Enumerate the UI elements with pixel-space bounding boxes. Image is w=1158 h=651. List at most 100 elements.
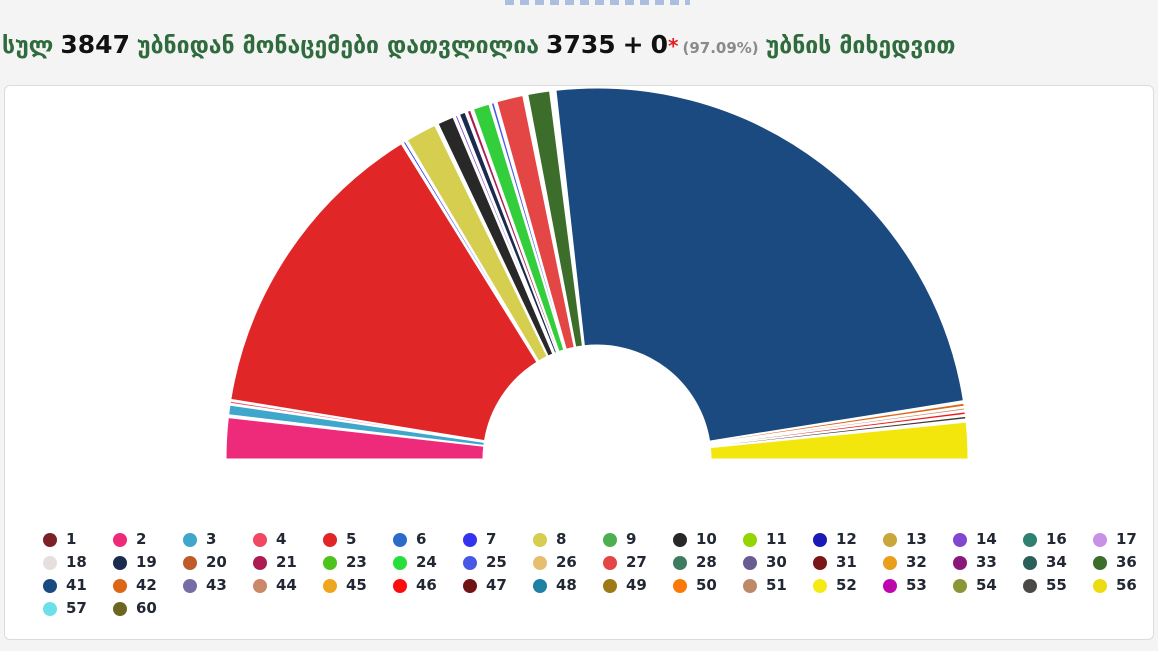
legend-item-5: 5 (323, 532, 393, 547)
legend-number: 52 (836, 576, 857, 594)
legend-number: 30 (766, 553, 787, 571)
legend-color-dot-26 (533, 555, 547, 570)
legend-item-53: 53 (883, 578, 953, 593)
legend-item-57: 57 (43, 601, 113, 616)
legend-item-13: 13 (883, 532, 953, 547)
legend-number: 48 (556, 576, 577, 594)
chart-segment-10[interactable] (437, 116, 554, 357)
legend-number: 11 (766, 530, 787, 548)
legend-number: 42 (136, 576, 157, 594)
legend-color-dot-9 (603, 532, 617, 547)
chart-segment-25[interactable] (490, 102, 566, 351)
legend-number: 7 (486, 530, 497, 548)
legend-number: 24 (416, 553, 437, 571)
legend-item-49: 49 (603, 578, 673, 593)
legend-number: 26 (556, 553, 577, 571)
legend-item-3: 3 (183, 532, 253, 547)
chart-segment-46[interactable] (709, 411, 966, 446)
legend-number: 43 (206, 576, 227, 594)
legend-number: 20 (206, 553, 227, 571)
legend-item-4: 4 (253, 532, 323, 547)
chart-segment-14[interactable] (454, 114, 555, 355)
legend-number: 21 (276, 553, 297, 571)
chart-segment-55[interactable] (709, 415, 967, 448)
legend-color-dot-53 (883, 578, 897, 593)
chart-segment-21[interactable] (466, 109, 559, 353)
legend-number: 31 (836, 553, 857, 571)
legend-color-dot-12 (813, 532, 827, 547)
legend-item-23: 23 (323, 555, 393, 570)
legend-item-51: 51 (743, 578, 813, 593)
legend-number: 4 (276, 530, 287, 548)
chart-segment-41[interactable] (555, 87, 964, 442)
legend-item-54: 54 (953, 578, 1023, 593)
legend-color-dot-17 (1093, 532, 1107, 547)
chart-segment-4[interactable] (229, 400, 485, 443)
legend-color-dot-54 (953, 578, 967, 593)
legend-color-dot-23 (323, 555, 337, 570)
legend-color-dot-28 (673, 555, 687, 570)
legend-color-dot-5 (323, 532, 337, 547)
legend-color-dot-41 (43, 578, 57, 593)
summary-part-8: უბნის მიხედვით (765, 33, 956, 59)
legend-color-dot-43 (183, 578, 197, 593)
chart-segment-51[interactable] (709, 407, 966, 445)
chart-segment-8[interactable] (406, 124, 548, 362)
legend-item-41: 41 (43, 578, 113, 593)
legend-number: 56 (1116, 576, 1137, 594)
chart-segment-23[interactable] (472, 103, 565, 353)
chart-segment-36[interactable] (527, 90, 583, 348)
legend-number: 9 (626, 530, 637, 548)
legend-item-10: 10 (673, 532, 743, 547)
legend-item-12: 12 (813, 532, 883, 547)
legend-number: 57 (66, 599, 87, 617)
summary-part-5: 0 (650, 30, 668, 59)
chart-segment-7[interactable] (402, 140, 539, 363)
legend-color-dot-50 (673, 578, 687, 593)
chart-segment-2[interactable] (225, 417, 485, 460)
chart-segment-3[interactable] (228, 404, 485, 446)
legend-item-7: 7 (463, 532, 533, 547)
legend-item-36: 36 (1093, 555, 1153, 570)
legend-color-dot-48 (533, 578, 547, 593)
legend-number: 3 (206, 530, 217, 548)
summary-part-6: * (668, 34, 679, 58)
clipped-title-fragment (505, 0, 690, 5)
chart-segment-19[interactable] (458, 111, 558, 354)
legend-color-dot-31 (813, 555, 827, 570)
legend-item-55: 55 (1023, 578, 1093, 593)
half-donut-chart (225, 87, 969, 460)
legend-item-8: 8 (533, 532, 603, 547)
legend-number: 19 (136, 553, 157, 571)
legend-number: 25 (486, 553, 507, 571)
legend-color-dot-45 (323, 578, 337, 593)
legend-item-18: 18 (43, 555, 113, 570)
legend-item-30: 30 (743, 555, 813, 570)
legend-number: 16 (1046, 530, 1067, 548)
legend-number: 41 (66, 576, 87, 594)
legend-color-dot-34 (1023, 555, 1037, 570)
legend-number: 2 (136, 530, 147, 548)
chart-segment-42[interactable] (709, 402, 965, 444)
legend-color-dot-6 (393, 532, 407, 547)
chart-segment-5[interactable] (230, 143, 538, 442)
legend-number: 14 (976, 530, 997, 548)
legend-item-44: 44 (253, 578, 323, 593)
legend-item-25: 25 (463, 555, 533, 570)
legend-item-45: 45 (323, 578, 393, 593)
legend-color-dot-33 (953, 555, 967, 570)
legend-color-dot-49 (603, 578, 617, 593)
chart-segment-27[interactable] (496, 94, 575, 350)
legend-item-2: 2 (113, 532, 183, 547)
summary-part-7: (97.09%) (682, 39, 759, 57)
legend-color-dot-2 (113, 532, 127, 547)
legend-number: 33 (976, 553, 997, 571)
legend-item-24: 24 (393, 555, 463, 570)
legend-item-19: 19 (113, 555, 183, 570)
chart-segment-52[interactable] (709, 421, 969, 460)
legend-color-dot-30 (743, 555, 757, 570)
legend-number: 60 (136, 599, 157, 617)
legend-color-dot-56 (1093, 578, 1107, 593)
legend-number: 23 (346, 553, 367, 571)
legend-color-dot-1 (43, 532, 57, 547)
